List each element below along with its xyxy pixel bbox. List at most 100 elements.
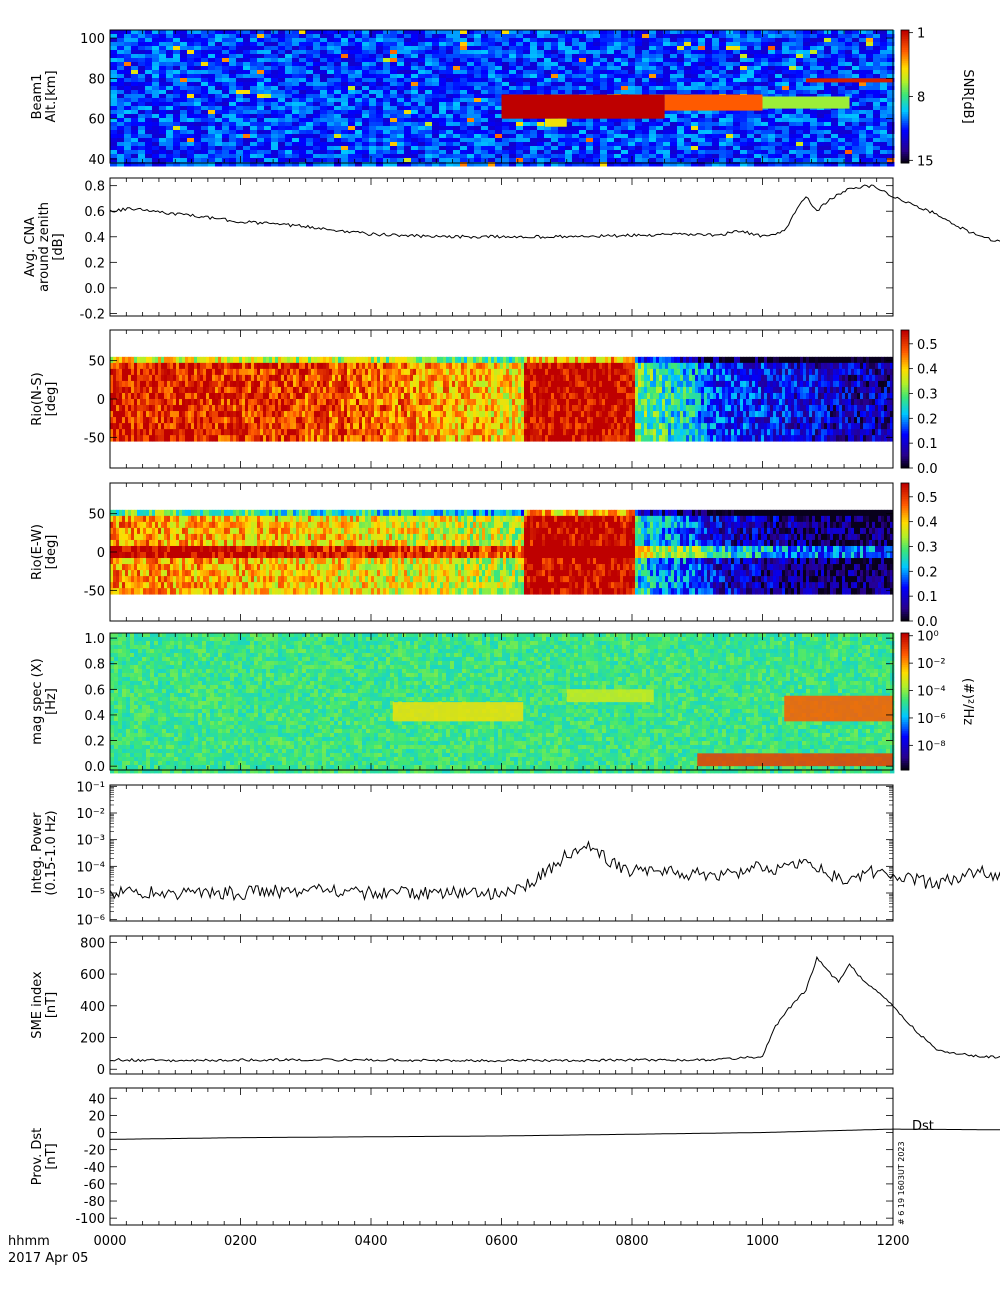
beam1-colorbar-cell	[901, 83, 909, 86]
rio_ns-cell	[149, 405, 153, 412]
beam1-cell	[124, 34, 132, 39]
beam1-cell	[474, 78, 482, 83]
rio_ns-cell	[143, 362, 147, 370]
beam1-cell	[460, 158, 468, 163]
beam1-colorbar-cell	[901, 63, 909, 66]
beam1-cell	[152, 122, 160, 127]
rio_ns-cell	[212, 362, 216, 370]
beam1-cell	[411, 70, 419, 75]
beam1-cell	[726, 90, 734, 95]
beam1-cell	[502, 86, 510, 91]
rio_ns-cell	[176, 417, 180, 424]
beam1-cell	[768, 82, 776, 87]
beam1-cell	[719, 146, 727, 151]
beam1-cell	[705, 50, 713, 55]
beam1-cell	[754, 114, 762, 119]
beam1-cell	[488, 98, 496, 103]
beam1-cell	[866, 106, 874, 111]
beam1-cell	[740, 50, 748, 55]
beam1-cell	[866, 30, 874, 35]
rio_ns-cell	[116, 368, 120, 376]
beam1-cell	[761, 42, 769, 47]
beam1-cell	[803, 38, 811, 43]
beam1-cell	[712, 62, 720, 67]
beam1-cell	[502, 154, 510, 159]
beam1-cell	[362, 126, 370, 131]
rio_ns-cell	[113, 417, 117, 424]
beam1-cell	[642, 134, 650, 139]
beam1-cell	[292, 50, 300, 55]
beam1-cell	[453, 74, 461, 79]
beam1-cell	[810, 94, 818, 99]
beam1-cell	[663, 34, 671, 39]
beam1-cell	[810, 74, 818, 79]
beam1-cell	[131, 110, 139, 115]
beam1-cell	[887, 122, 895, 127]
beam1-cell	[432, 146, 440, 151]
beam1-cell	[285, 118, 293, 123]
beam1-cell	[481, 34, 489, 39]
rio_ns-cell	[284, 405, 288, 412]
beam1-cell	[600, 158, 608, 163]
beam1-cell	[397, 126, 405, 131]
beam1-cell	[334, 82, 342, 87]
beam1-cell	[250, 42, 258, 47]
beam1-cell	[523, 154, 531, 159]
beam1-cell	[299, 158, 307, 163]
beam1-cell	[432, 82, 440, 87]
rio_ns-cell	[110, 429, 114, 436]
beam1-cell	[593, 38, 601, 43]
beam1-cell	[712, 126, 720, 131]
beam1-cell	[201, 158, 209, 163]
rio_ns-cell	[155, 356, 159, 364]
beam1-cell	[614, 38, 622, 43]
rio_ns-cell	[128, 386, 132, 394]
beam1-cell	[775, 66, 783, 71]
beam1-cell	[502, 138, 510, 143]
beam1-cell	[292, 74, 300, 79]
beam1-cell	[880, 66, 888, 71]
beam1-cell	[684, 30, 692, 35]
beam1-cell	[698, 34, 706, 39]
beam1-cell	[572, 158, 580, 163]
beam1-cell	[194, 46, 202, 51]
beam1-cell	[551, 46, 559, 51]
beam1-cell	[768, 146, 776, 151]
beam1-cell	[817, 82, 825, 87]
beam1-cell	[824, 58, 832, 63]
beam1-cell	[222, 86, 230, 91]
rio_ns-cell	[110, 417, 114, 424]
beam1-cell	[110, 74, 118, 79]
beam1-cell	[348, 58, 356, 63]
beam1-cell	[719, 130, 727, 135]
beam1-cell	[705, 162, 713, 167]
beam1-cell	[866, 54, 874, 59]
beam1-cell	[313, 122, 321, 127]
beam1-cell	[222, 154, 230, 159]
beam1-cell	[705, 126, 713, 131]
beam1-cell	[278, 30, 286, 35]
beam1-cell	[362, 118, 370, 123]
beam1-cell	[726, 142, 734, 147]
beam1-cell	[600, 78, 608, 83]
beam1-cell	[845, 50, 853, 55]
beam1-cell	[460, 110, 468, 115]
beam1-cell	[236, 38, 244, 43]
beam1-cell	[859, 154, 867, 159]
beam1-cell	[397, 158, 405, 163]
rio_ns-cell	[275, 362, 279, 370]
beam1-cell	[789, 62, 797, 67]
beam1-cell	[789, 94, 797, 99]
beam1-cell	[859, 138, 867, 143]
beam1-cell	[873, 74, 881, 79]
beam1-cell	[670, 138, 678, 143]
beam1-cell	[117, 102, 125, 107]
beam1-cell	[453, 118, 461, 123]
beam1-cell	[334, 118, 342, 123]
beam1-cell	[824, 54, 832, 59]
beam1-colorbar-cell	[901, 61, 909, 64]
beam1-cell	[768, 90, 776, 95]
beam1-cell	[670, 86, 678, 91]
beam1-cell	[733, 158, 741, 163]
beam1-cell	[670, 142, 678, 147]
